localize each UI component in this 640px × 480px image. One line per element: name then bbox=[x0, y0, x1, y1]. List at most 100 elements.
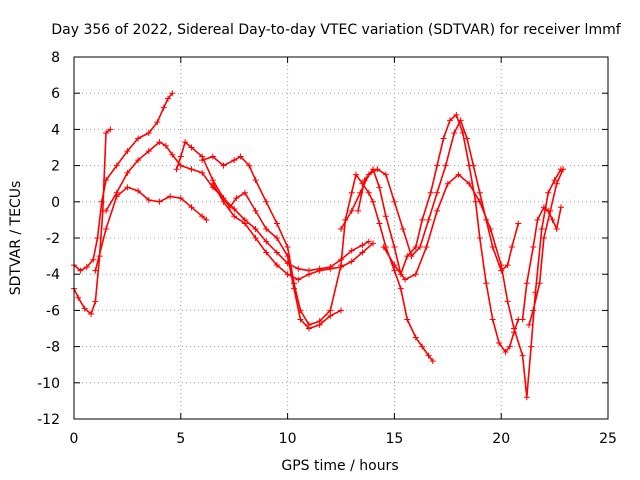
data-point bbox=[124, 184, 131, 191]
data-point bbox=[209, 153, 216, 160]
y-axis-title: SDTVAR / TECUs bbox=[8, 181, 24, 296]
data-point bbox=[252, 177, 259, 184]
data-point bbox=[316, 267, 323, 274]
data-point bbox=[145, 196, 152, 203]
data-point bbox=[327, 312, 334, 319]
data-point bbox=[423, 244, 430, 251]
x-axis-title: GPS time / hours bbox=[281, 458, 398, 474]
data-point bbox=[560, 166, 567, 173]
y-tick-label: -6 bbox=[46, 303, 60, 319]
data-point bbox=[177, 153, 184, 160]
data-point bbox=[124, 169, 131, 176]
data-point bbox=[338, 307, 344, 314]
data-point bbox=[361, 177, 368, 184]
series-9 bbox=[209, 180, 377, 283]
data-point bbox=[504, 298, 511, 305]
data-point bbox=[263, 249, 270, 256]
data-point bbox=[519, 316, 526, 323]
data-point bbox=[365, 238, 372, 245]
data-point bbox=[551, 177, 558, 184]
y-tick-label: -10 bbox=[37, 376, 60, 392]
data-point bbox=[376, 220, 383, 227]
data-point bbox=[540, 235, 547, 241]
data-point bbox=[523, 394, 530, 401]
series-10 bbox=[380, 166, 565, 401]
data-point bbox=[252, 225, 259, 232]
data-point bbox=[160, 104, 167, 111]
data-point bbox=[188, 144, 195, 151]
data-point bbox=[504, 262, 511, 269]
data-point bbox=[464, 135, 471, 142]
data-point bbox=[553, 225, 560, 232]
data-point bbox=[466, 162, 473, 169]
data-point bbox=[173, 166, 180, 173]
y-tick-label: 0 bbox=[51, 195, 60, 211]
data-point bbox=[425, 352, 432, 359]
data-point bbox=[103, 225, 110, 232]
data-point bbox=[496, 339, 503, 346]
data-point bbox=[451, 130, 458, 137]
y-tick-label: 6 bbox=[51, 86, 60, 102]
data-point bbox=[203, 216, 210, 223]
data-point bbox=[188, 166, 195, 173]
data-point bbox=[489, 244, 496, 251]
data-point bbox=[528, 343, 535, 350]
x-tick-label: 25 bbox=[599, 431, 617, 447]
data-point bbox=[519, 352, 526, 359]
data-point bbox=[103, 207, 110, 214]
data-point bbox=[540, 204, 547, 211]
data-point bbox=[515, 220, 522, 227]
data-point bbox=[530, 307, 537, 314]
data-point bbox=[483, 280, 490, 287]
x-tick-label: 0 bbox=[70, 431, 79, 447]
data-point bbox=[177, 162, 184, 169]
data-points bbox=[71, 90, 567, 401]
data-point bbox=[135, 187, 142, 194]
data-point bbox=[83, 263, 90, 270]
data-point bbox=[154, 119, 161, 126]
series-11 bbox=[519, 204, 565, 323]
data-point bbox=[352, 171, 359, 178]
data-point bbox=[291, 280, 298, 287]
data-point bbox=[370, 166, 377, 173]
data-point bbox=[365, 189, 372, 196]
data-point bbox=[295, 276, 302, 283]
data-point bbox=[231, 213, 238, 220]
data-point bbox=[536, 280, 543, 287]
data-point bbox=[273, 249, 280, 256]
data-point bbox=[107, 126, 114, 133]
data-point bbox=[220, 162, 227, 169]
data-point bbox=[145, 130, 152, 137]
data-point bbox=[156, 139, 163, 146]
data-point bbox=[382, 213, 389, 220]
data-point bbox=[444, 180, 451, 187]
data-point bbox=[263, 225, 270, 232]
data-point bbox=[538, 225, 545, 232]
data-point bbox=[241, 189, 248, 196]
data-point bbox=[446, 117, 453, 124]
data-point bbox=[169, 151, 176, 158]
data-point bbox=[188, 204, 195, 211]
data-point bbox=[434, 162, 441, 169]
data-point bbox=[177, 195, 184, 202]
data-point bbox=[113, 189, 120, 196]
data-point bbox=[327, 265, 334, 272]
data-point bbox=[348, 258, 355, 265]
data-point bbox=[348, 207, 355, 214]
data-point bbox=[525, 321, 532, 328]
data-point bbox=[549, 216, 556, 223]
data-point bbox=[182, 139, 189, 146]
series-line bbox=[212, 182, 374, 281]
y-tick-label: -12 bbox=[37, 412, 60, 428]
data-point bbox=[233, 195, 240, 202]
series-line bbox=[175, 141, 342, 330]
chart-title: Day 356 of 2022, Sidereal Day-to-day VTE… bbox=[51, 22, 621, 38]
data-point bbox=[338, 263, 344, 270]
data-point bbox=[338, 225, 344, 232]
data-point bbox=[113, 162, 120, 169]
data-point bbox=[348, 189, 355, 196]
data-point bbox=[92, 267, 99, 274]
series-line bbox=[94, 186, 208, 272]
data-point bbox=[466, 180, 473, 187]
